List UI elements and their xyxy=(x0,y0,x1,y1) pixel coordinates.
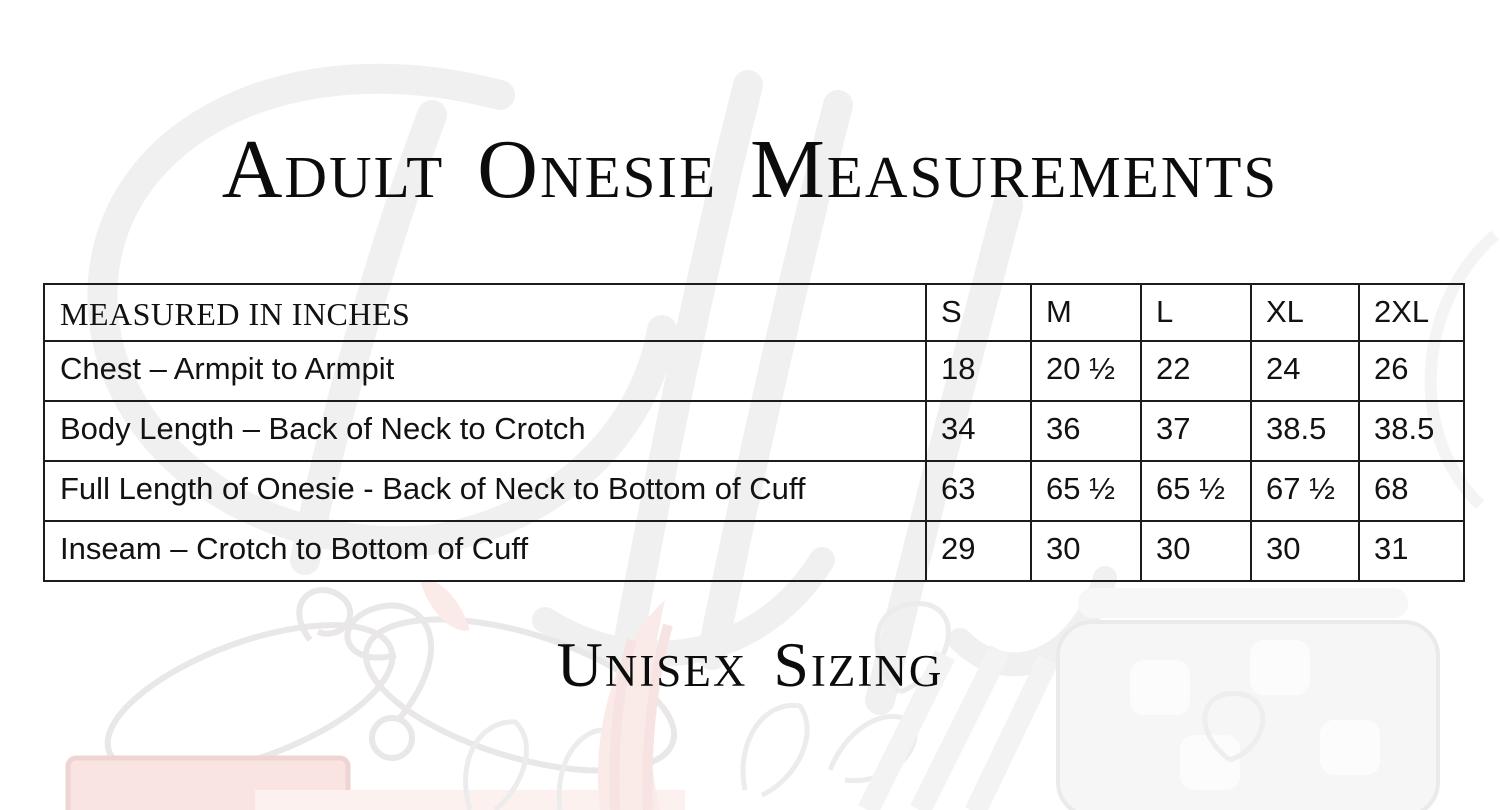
table-body: Chest – Armpit to Armpit 18 20 ½ 22 24 2… xyxy=(43,340,1465,582)
row-label-full-length: Full Length of Onesie - Back of Neck to … xyxy=(43,460,927,522)
measurements-table: MEASURED IN INCHES S M L XL 2XL Chest – … xyxy=(43,283,1465,582)
value-cell: 38.5 xyxy=(1358,400,1465,462)
value-cell: 63 xyxy=(925,460,1032,522)
row-label-inseam: Inseam – Crotch to Bottom of Cuff xyxy=(43,520,927,582)
pink-strip xyxy=(255,790,685,810)
pink-petal-small xyxy=(420,580,470,631)
row-label-body-length: Body Length – Back of Neck to Crotch xyxy=(43,400,927,462)
pink-giftbox xyxy=(65,755,351,810)
page-title: Adult Onesie Measurements xyxy=(221,123,1279,216)
size-header-xl: XL xyxy=(1250,283,1360,342)
value-cell: 34 xyxy=(925,400,1032,462)
size-header-m: M xyxy=(1030,283,1142,342)
value-cell: 68 xyxy=(1358,460,1465,522)
value-cell: 26 xyxy=(1358,340,1465,402)
value-cell: 31 xyxy=(1358,520,1465,582)
size-header-l: L xyxy=(1140,283,1252,342)
row-label-chest: Chest – Armpit to Armpit xyxy=(43,340,927,402)
gray-giftbox xyxy=(1056,588,1440,810)
table-row: Full Length of Onesie - Back of Neck to … xyxy=(43,460,1465,522)
value-cell: 24 xyxy=(1250,340,1360,402)
value-cell: 38.5 xyxy=(1250,400,1360,462)
value-cell: 18 xyxy=(925,340,1032,402)
value-cell: 65 ½ xyxy=(1030,460,1142,522)
table-header-row: MEASURED IN INCHES S M L XL 2XL xyxy=(43,283,1465,342)
value-cell: 20 ½ xyxy=(1030,340,1142,402)
measured-in-inches-header: MEASURED IN INCHES xyxy=(43,283,927,342)
value-cell: 37 xyxy=(1140,400,1252,462)
value-cell: 36 xyxy=(1030,400,1142,462)
unisex-sizing-label: Unisex Sizing xyxy=(556,629,944,700)
size-header-2xl: 2XL xyxy=(1358,283,1465,342)
value-cell: 30 xyxy=(1140,520,1252,582)
value-cell: 30 xyxy=(1030,520,1142,582)
table-row: Chest – Armpit to Armpit 18 20 ½ 22 24 2… xyxy=(43,340,1465,402)
value-cell: 30 xyxy=(1250,520,1360,582)
value-cell: 22 xyxy=(1140,340,1252,402)
value-cell: 29 xyxy=(925,520,1032,582)
table-row: Body Length – Back of Neck to Crotch 34 … xyxy=(43,400,1465,462)
value-cell: 67 ½ xyxy=(1250,460,1360,522)
value-cell: 65 ½ xyxy=(1140,460,1252,522)
table-row: Inseam – Crotch to Bottom of Cuff 29 30 … xyxy=(43,520,1465,582)
size-header-s: S xyxy=(925,283,1032,342)
